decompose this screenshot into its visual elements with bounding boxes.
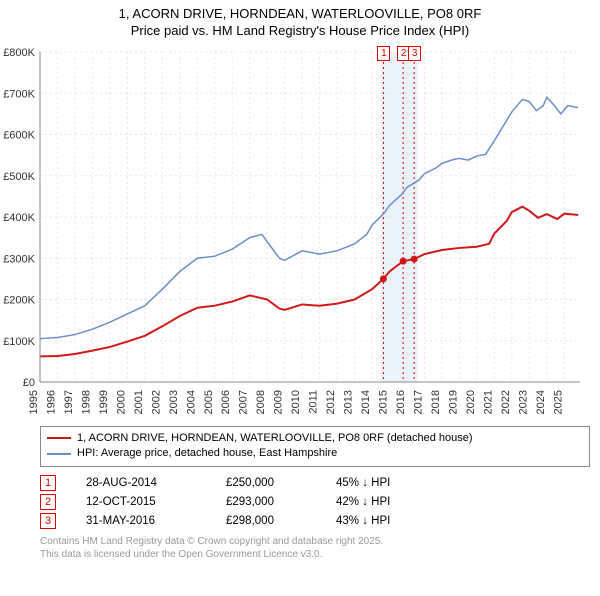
svg-text:1995: 1995 [28,390,40,414]
event-price: £250,000 [226,477,306,489]
chart-marker-label: 3 [408,46,421,61]
legend-swatch [47,437,71,439]
chart-marker-label: 1 [377,46,390,61]
title-line-2: Price paid vs. HM Land Registry's House … [0,23,600,40]
svg-text:2008: 2008 [255,390,267,414]
line-chart-svg: £0 £100K £200K £300K £400K £500K £600K £700K £80… [0,42,590,422]
svg-text:1996: 1996 [45,390,57,414]
svg-text:2009: 2009 [273,390,285,414]
event-delta: 45% ↓ HPI [336,477,426,489]
svg-text:£300K: £300K [3,253,35,265]
legend-swatch [47,453,71,455]
event-marker-box: 1 [40,475,56,491]
svg-text:2025: 2025 [552,390,564,414]
event-row: 3 31-MAY-2016 £298,000 43% ↓ HPI [40,513,590,529]
event-date: 31-MAY-2016 [86,515,196,527]
sale-events-table: 1 28-AUG-2014 £250,000 45% ↓ HPI 2 12-OC… [40,475,590,529]
svg-text:2016: 2016 [395,390,407,414]
legend-text: 1, ACORN DRIVE, HORNDEAN, WATERLOOVILLE,… [77,431,473,446]
svg-text:2001: 2001 [133,390,145,414]
svg-text:£200K: £200K [3,294,35,306]
svg-text:1998: 1998 [80,390,92,414]
chart-area: £0 £100K £200K £300K £400K £500K £600K £700K £80… [0,42,590,422]
legend-item-hpi: HPI: Average price, detached house, East… [47,446,583,461]
svg-text:2020: 2020 [465,390,477,414]
svg-text:2023: 2023 [517,390,529,414]
event-delta: 42% ↓ HPI [336,496,426,508]
svg-text:2019: 2019 [447,390,459,414]
svg-text:2006: 2006 [220,390,232,414]
svg-text:2022: 2022 [500,390,512,414]
svg-text:2024: 2024 [535,390,547,414]
title-line-1: 1, ACORN DRIVE, HORNDEAN, WATERLOOVILLE,… [0,6,600,23]
event-marker-box: 2 [40,494,56,510]
svg-text:2017: 2017 [412,390,424,414]
legend-item-property: 1, ACORN DRIVE, HORNDEAN, WATERLOOVILLE,… [47,431,583,446]
event-marker-box: 3 [40,513,56,529]
svg-text:2000: 2000 [115,390,127,414]
svg-text:2005: 2005 [203,390,215,414]
svg-text:2011: 2011 [308,390,320,414]
footer-line-2: This data is licensed under the Open Gov… [40,548,590,561]
svg-text:2010: 2010 [290,390,302,414]
event-date: 28-AUG-2014 [86,477,196,489]
legend-text: HPI: Average price, detached house, East… [77,446,337,461]
svg-text:2003: 2003 [168,390,180,414]
svg-text:£400K: £400K [3,212,35,224]
svg-text:2004: 2004 [185,390,197,414]
svg-text:£0: £0 [23,377,35,389]
svg-text:£500K: £500K [3,171,35,183]
svg-text:2013: 2013 [343,390,355,414]
svg-text:£800K: £800K [3,47,35,59]
chart-title: 1, ACORN DRIVE, HORNDEAN, WATERLOOVILLE,… [0,6,600,40]
svg-text:2021: 2021 [482,390,494,414]
svg-text:2012: 2012 [325,390,337,414]
svg-text:1999: 1999 [98,390,110,414]
event-date: 12-OCT-2015 [86,496,196,508]
event-price: £293,000 [226,496,306,508]
svg-text:£100K: £100K [3,336,35,348]
svg-text:2015: 2015 [378,390,390,414]
svg-text:2002: 2002 [150,390,162,414]
svg-text:1997: 1997 [63,390,75,414]
svg-text:2018: 2018 [430,390,442,414]
svg-text:£600K: £600K [3,129,35,141]
legend: 1, ACORN DRIVE, HORNDEAN, WATERLOOVILLE,… [40,426,590,467]
svg-text:2014: 2014 [360,390,372,414]
event-row: 1 28-AUG-2014 £250,000 45% ↓ HPI [40,475,590,491]
event-delta: 43% ↓ HPI [336,515,426,527]
svg-text:£700K: £700K [3,88,35,100]
event-row: 2 12-OCT-2015 £293,000 42% ↓ HPI [40,494,590,510]
event-price: £298,000 [226,515,306,527]
footer-line-1: Contains HM Land Registry data © Crown c… [40,535,590,548]
footer-attribution: Contains HM Land Registry data © Crown c… [40,535,590,561]
svg-text:2007: 2007 [238,390,250,414]
